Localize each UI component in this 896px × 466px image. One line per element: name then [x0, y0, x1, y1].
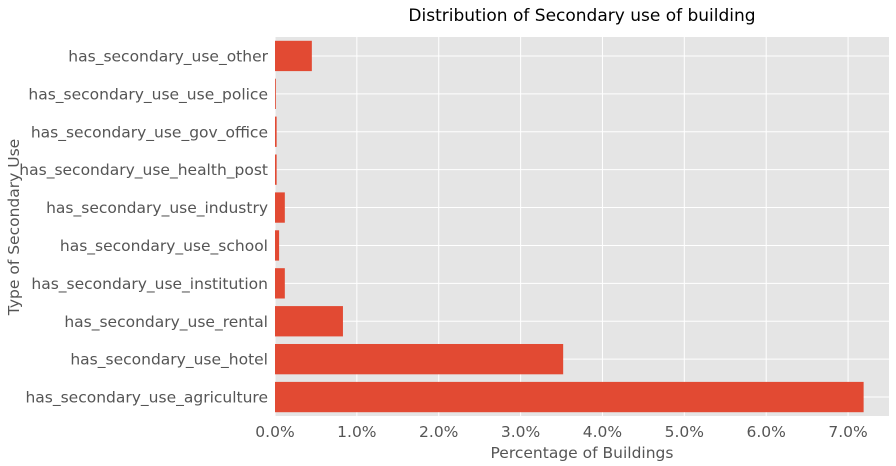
- x-axis-label: Percentage of Buildings: [491, 444, 674, 462]
- y-tick-label: has_secondary_use_use_police: [28, 85, 268, 104]
- x-tick-label: 2.0%: [419, 423, 458, 441]
- x-tick-label: 7.0%: [828, 423, 867, 441]
- x-tick-label: 4.0%: [583, 423, 622, 441]
- x-tick-label: 3.0%: [501, 423, 540, 441]
- y-tick-label: has_secondary_use_agriculture: [25, 389, 268, 408]
- bar-has-secondary-use-health-post: [275, 154, 277, 185]
- x-tick-label: 1.0%: [337, 423, 376, 441]
- bar-has-secondary-use-industry: [275, 192, 285, 223]
- bar-has-secondary-use-use-police: [275, 78, 276, 110]
- y-tick-label: has_secondary_use_school: [60, 237, 268, 256]
- bar-has-secondary-use-institution: [275, 268, 285, 299]
- bar-has-secondary-use-rental: [275, 306, 343, 337]
- y-tick-label: has_secondary_use_industry: [46, 199, 268, 218]
- y-tick-label: has_secondary_use_institution: [31, 275, 268, 294]
- y-tick-label: has_secondary_use_other: [68, 47, 268, 66]
- x-tick-label: 5.0%: [665, 423, 704, 441]
- y-tick-label: has_secondary_use_rental: [64, 313, 268, 332]
- x-tick-label: 0.0%: [255, 423, 294, 441]
- x-tick-label: 6.0%: [747, 423, 786, 441]
- bar-has-secondary-use-hotel: [275, 343, 564, 375]
- bar-has-secondary-use-school: [275, 230, 280, 261]
- y-axis-label: Type of Secondary Use: [5, 139, 23, 316]
- bar-has-secondary-use-gov-office: [275, 116, 277, 147]
- chart-title: Distribution of Secondary use of buildin…: [408, 6, 755, 26]
- bar-has-secondary-use-agriculture: [275, 381, 864, 413]
- bar-has-secondary-use-other: [275, 40, 312, 72]
- bars: [275, 40, 864, 413]
- x-tick-labels: 0.0% 1.0% 2.0% 3.0% 4.0% 5.0% 6.0% 7.0%: [255, 423, 867, 441]
- y-tick-label: has_secondary_use_health_post: [19, 161, 268, 180]
- y-tick-label: has_secondary_use_gov_office: [31, 123, 268, 142]
- y-tick-label: has_secondary_use_hotel: [70, 351, 268, 370]
- y-tick-labels: has_secondary_use_agriculture has_seconda…: [19, 47, 268, 407]
